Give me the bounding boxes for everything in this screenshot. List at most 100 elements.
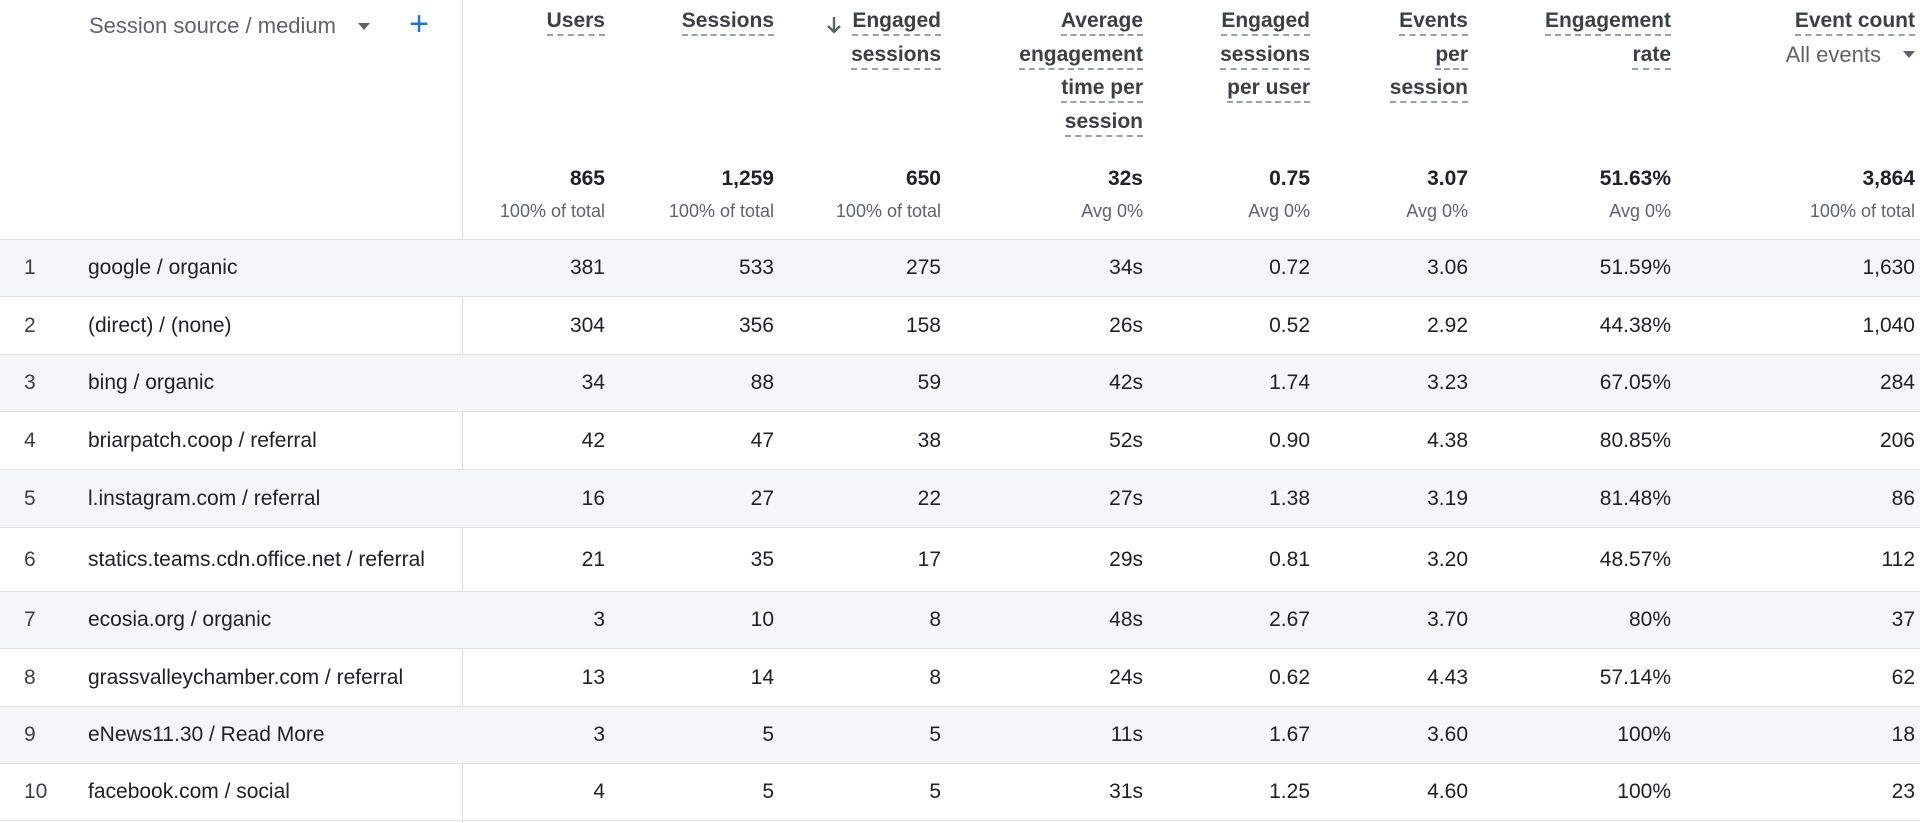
- header-line-row: per: [1435, 42, 1468, 76]
- column-header-events-per-session[interactable]: Events per session: [1318, 8, 1468, 109]
- row-index: 8: [24, 665, 36, 689]
- total-value: 0.75: [1269, 167, 1310, 190]
- row-dimension-cell: google / organic: [88, 240, 448, 296]
- cell-avg-engagement-time: 11s: [1110, 723, 1143, 746]
- cell-events-per-session: 3.19: [1427, 486, 1468, 510]
- add-dimension-button[interactable]: +: [409, 5, 429, 43]
- total-events-per-session: 3.07 Avg 0%: [1318, 166, 1468, 224]
- table-row: 9 eNews11.30 / Read More 3 5 5 11s 1.67 3.60 100…: [0, 706, 1920, 763]
- source-medium-link[interactable]: ecosia.org / organic: [88, 608, 272, 631]
- column-header-sessions[interactable]: Sessions: [614, 8, 774, 42]
- row-dimension-cell: briarpatch.coop / referral: [88, 412, 448, 469]
- total-subtext: 100% of total: [835, 201, 941, 221]
- cell-users: 21: [581, 547, 605, 571]
- total-engaged-sessions: 650 100% of total: [781, 166, 941, 224]
- cell-avg-engagement-time: 26s: [1109, 313, 1143, 337]
- total-value: 32s: [1107, 167, 1143, 190]
- caret-down-icon: [1903, 51, 1915, 58]
- cell-engaged-sessions: 38: [917, 428, 941, 452]
- cell-events-per-session: 3.23: [1427, 371, 1468, 394]
- column-header-avg-engagement-time[interactable]: Average engagement time per session: [953, 8, 1143, 142]
- dimension-selector[interactable]: Session source / medium: [89, 10, 370, 42]
- header-line-row: per user: [1227, 75, 1310, 109]
- header-label-line: Event count: [1794, 8, 1915, 36]
- event-filter-dropdown[interactable]: All events: [1786, 42, 1915, 68]
- cell-users: 304: [569, 313, 605, 337]
- cell-sessions: 35: [750, 547, 774, 571]
- table-bottom-border: [0, 820, 1920, 821]
- row-index: 5: [24, 486, 36, 510]
- cell-event-count: 86: [1891, 486, 1915, 510]
- cell-sessions: 88: [750, 371, 774, 394]
- source-medium-link[interactable]: eNews11.30 / Read More: [88, 723, 325, 746]
- cell-users: 34: [581, 371, 605, 394]
- source-medium-link[interactable]: briarpatch.coop / referral: [88, 428, 317, 452]
- source-medium-link[interactable]: (direct) / (none): [88, 313, 232, 337]
- row-index: 3: [24, 371, 36, 394]
- total-subtext: Avg 0%: [1406, 201, 1468, 221]
- header-label-line: per: [1435, 42, 1468, 70]
- table-row: 4 briarpatch.coop / referral 42 47 38 52s 0.90…: [0, 411, 1920, 469]
- header-label-line: session: [1389, 75, 1468, 103]
- column-header-users[interactable]: Users: [455, 8, 605, 42]
- cell-engaged-sessions-per-user: 0.62: [1269, 665, 1310, 689]
- header-label-line: sessions: [851, 42, 941, 70]
- row-index: 9: [24, 723, 36, 746]
- table-row: 3 bing / organic 34 88 59 42s 1.74 3.23 67.05% 28…: [0, 354, 1920, 411]
- column-header-engaged-sessions[interactable]: Engaged sessions: [781, 8, 941, 75]
- header-label-line: rate: [1632, 42, 1671, 70]
- source-medium-link[interactable]: google / organic: [88, 256, 238, 279]
- cell-avg-engagement-time: 34s: [1109, 256, 1143, 279]
- header-label-line: time per: [1061, 75, 1143, 103]
- source-medium-link[interactable]: grassvalleychamber.com / referral: [88, 665, 404, 689]
- table-row: 7 ecosia.org / organic 3 10 8 48s 2.67 3.70 80% 3…: [0, 591, 1920, 648]
- cell-engagement-rate: 44.38%: [1599, 313, 1671, 337]
- total-value: 3.07: [1427, 167, 1468, 190]
- total-value: 865: [569, 167, 605, 190]
- source-medium-link[interactable]: l.instagram.com / referral: [88, 486, 321, 510]
- cell-engaged-sessions: 5: [929, 780, 941, 803]
- source-medium-link[interactable]: facebook.com / social: [88, 780, 290, 803]
- table-row: 1 google / organic 381 533 275 34s 0.72 3.06 51.…: [0, 239, 1920, 296]
- table-row: 8 grassvalleychamber.com / referral 13 14 8 2…: [0, 648, 1920, 706]
- cell-events-per-session: 4.43: [1427, 665, 1468, 689]
- cell-engaged-sessions: 8: [929, 665, 941, 689]
- header-label-line: Sessions: [681, 8, 774, 36]
- header-line-row: Engaged: [1221, 8, 1310, 42]
- header-line-row: Event count: [1794, 8, 1915, 42]
- column-header-engagement-rate[interactable]: Engagement rate: [1481, 8, 1671, 75]
- row-dimension-cell: ecosia.org / organic: [88, 592, 448, 648]
- column-header-engaged-sessions-per-user[interactable]: Engaged sessions per user: [1150, 8, 1310, 109]
- header-line-row: session: [1389, 75, 1468, 109]
- total-subtext: 100% of total: [668, 201, 774, 221]
- cell-engaged-sessions: 17: [917, 547, 941, 571]
- cell-event-count: 62: [1891, 665, 1915, 689]
- cell-sessions: 27: [750, 486, 774, 510]
- header-line-row: rate: [1632, 42, 1671, 76]
- row-dimension-cell: bing / organic: [88, 355, 448, 411]
- cell-engagement-rate: 100%: [1617, 780, 1671, 803]
- total-event-count: 3,864 100% of total: [1675, 166, 1915, 224]
- header-line-row: Users: [546, 8, 605, 42]
- source-medium-link[interactable]: bing / organic: [88, 371, 215, 394]
- cell-sessions: 5: [762, 780, 774, 803]
- cell-engaged-sessions: 5: [929, 723, 941, 746]
- table-row: 5 l.instagram.com / referral 16 27 22 27s 1.38…: [0, 469, 1920, 527]
- cell-event-count: 112: [1881, 547, 1915, 571]
- header-label-line: per user: [1227, 75, 1310, 103]
- cell-users: 42: [581, 428, 605, 452]
- total-sessions: 1,259 100% of total: [614, 166, 774, 224]
- cell-avg-engagement-time: 31s: [1109, 780, 1143, 803]
- cell-avg-engagement-time: 52s: [1109, 428, 1143, 452]
- header-label-line: Engaged: [852, 8, 941, 36]
- cell-users: 381: [569, 256, 605, 279]
- source-medium-link[interactable]: statics.teams.cdn.office.net / referral: [88, 547, 425, 571]
- row-index: 6: [24, 547, 36, 571]
- cell-engaged-sessions-per-user: 0.90: [1269, 428, 1310, 452]
- total-subtext: Avg 0%: [1609, 201, 1671, 221]
- header-line-row: Events: [1399, 8, 1468, 42]
- column-header-event-count[interactable]: Event count All events: [1675, 8, 1915, 68]
- arrow-down-icon[interactable]: [826, 15, 842, 35]
- total-value: 1,259: [721, 167, 774, 190]
